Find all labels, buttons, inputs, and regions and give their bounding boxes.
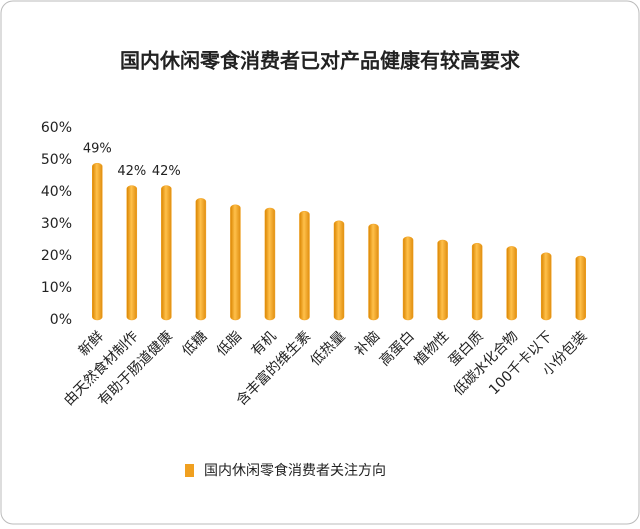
bar <box>161 185 172 321</box>
data-label: 42% <box>152 164 181 179</box>
bar <box>437 239 448 321</box>
bar <box>471 242 483 321</box>
bar <box>195 198 207 321</box>
bar <box>264 207 276 321</box>
y-tick-label: 10% <box>41 280 72 296</box>
bar <box>368 223 379 321</box>
bar <box>230 204 241 321</box>
bar <box>540 252 552 321</box>
y-tick-label: 20% <box>41 248 72 264</box>
y-tick-label: 30% <box>41 216 72 232</box>
chart-title: 国内休闲零食消费者已对产品健康有较高要求 <box>120 49 521 73</box>
bar <box>92 162 103 321</box>
legend-swatch <box>185 464 194 477</box>
data-label: 49% <box>83 142 112 157</box>
bar <box>575 255 586 321</box>
y-tick-label: 50% <box>41 152 72 168</box>
y-tick-label: 60% <box>41 120 72 136</box>
bar <box>333 220 345 321</box>
y-tick-label: 40% <box>41 184 72 200</box>
data-label: 42% <box>117 164 146 179</box>
bar <box>506 246 517 321</box>
bar <box>126 185 138 321</box>
bar <box>299 210 310 321</box>
legend-label: 国内休闲零食消费者关注方向 <box>204 462 386 479</box>
bar <box>402 236 414 321</box>
y-tick-label: 0% <box>50 312 72 328</box>
